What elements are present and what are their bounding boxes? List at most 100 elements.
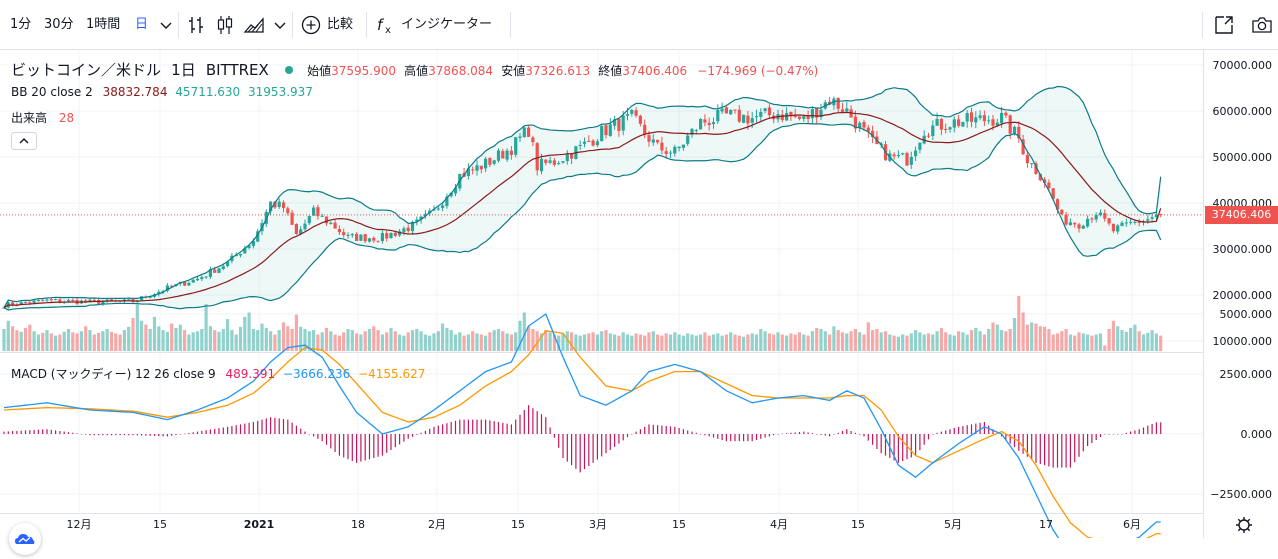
volume-value: 28: [58, 111, 75, 125]
candle-body: [1004, 112, 1008, 116]
volume-bar: [54, 335, 58, 351]
candle-body: [350, 234, 354, 236]
volume-bar: [944, 332, 948, 351]
macd-histogram-bar: [820, 434, 822, 435]
candle-body: [539, 158, 544, 172]
volume-bar: [772, 334, 776, 351]
high-value: 37868.084: [428, 64, 494, 78]
macd-histogram-bar: [390, 434, 392, 450]
candle-body: [183, 281, 187, 286]
candle-body: [32, 300, 36, 303]
volume-bar: [1107, 329, 1111, 351]
macd-histogram-value: 489.391: [225, 367, 276, 381]
macd-histogram-bar: [592, 434, 594, 463]
time-axis-ticks: 12月 15 2021 18 2月 15 3月 15 4月 15 5月 17 6月: [67, 518, 1142, 531]
volume-bar: [724, 334, 728, 351]
macd-histogram-bar: [1082, 434, 1084, 452]
candle-body: [1060, 209, 1064, 215]
tradingview-logo[interactable]: [9, 523, 41, 555]
volume-bar: [733, 334, 737, 351]
candle-body: [140, 296, 144, 301]
macd-histogram-bar: [579, 434, 581, 473]
time-axis-label: 15: [511, 518, 525, 531]
macd-histogram-bar: [596, 434, 598, 460]
bollinger-upper-line: [3, 85, 1162, 308]
volume-legend[interactable]: 出来高 28: [11, 109, 74, 126]
volume-bar: [561, 333, 565, 351]
market-open-status-dot: [284, 66, 293, 74]
volume-bar: [539, 333, 544, 351]
compare-plus-icon[interactable]: [299, 13, 323, 37]
volume-bar: [531, 329, 535, 351]
macd-histogram-bar: [566, 434, 568, 462]
camera-snapshot-icon[interactable]: [1250, 13, 1274, 37]
macd-histogram-bar: [270, 417, 272, 434]
interval-1d-button[interactable]: 日: [135, 17, 149, 32]
macd-histogram-bar: [1005, 434, 1007, 440]
macd-histogram-bar: [1052, 434, 1054, 468]
collapse-legend-button[interactable]: [11, 132, 37, 150]
indicators-fx-icon[interactable]: f x: [374, 13, 398, 37]
candle-body: [974, 117, 978, 123]
volume-bar: [479, 334, 483, 351]
chart-type-dropdown-chevron-icon[interactable]: [268, 13, 292, 37]
macd-histogram-bar: [622, 434, 624, 441]
macd-histogram-bar: [416, 434, 418, 435]
candle-body: [961, 122, 965, 127]
bollinger-band-fill: [4, 86, 1161, 311]
macd-histogram-bar: [252, 422, 254, 434]
chart-area[interactable]: 70000.000 60000.000 50000.000 40000.000 3000…: [0, 50, 1278, 559]
volume-bar: [19, 331, 23, 351]
popout-icon[interactable]: [1212, 13, 1236, 37]
candle-body: [479, 165, 483, 170]
compare-button[interactable]: 比較: [327, 17, 354, 32]
interval-30m-button[interactable]: 30分: [44, 17, 74, 32]
candle-body: [815, 108, 819, 118]
macd-histogram-bar: [992, 429, 994, 434]
candle-body: [41, 300, 45, 302]
macd-legend[interactable]: MACD (マックディー) 12 26 close 9 489.391 −366…: [11, 365, 425, 382]
macd-histogram-bar: [717, 434, 719, 439]
bb-legend[interactable]: BB 20 close 2 38832.784 45711.630 31953.…: [11, 85, 313, 99]
interval-1m-button[interactable]: 1分: [10, 17, 32, 32]
indicators-button[interactable]: インジケーター: [401, 17, 493, 32]
interval-1h-button[interactable]: 1時間: [86, 17, 121, 32]
macd-histogram-bar: [265, 418, 267, 434]
candle-body: [466, 168, 470, 176]
macd-histogram-bar: [175, 434, 177, 436]
candle-body: [208, 269, 212, 277]
macd-histogram-bar: [179, 434, 181, 435]
bar-chart-type-icon[interactable]: [184, 13, 208, 37]
price-axis-ticks: 70000.00060000.00050000.00040000.0003000…: [1213, 59, 1273, 348]
symbol-exchange: BITTREX: [205, 61, 269, 79]
macd-histogram-bar: [3, 431, 5, 434]
candle-body: [926, 135, 931, 137]
macd-histogram-bar: [201, 430, 203, 434]
candle-body: [969, 112, 974, 122]
candle-body: [299, 229, 303, 234]
macd-histogram-bar: [1031, 434, 1033, 460]
macd-histogram-bar: [364, 434, 366, 461]
chart-canvas[interactable]: 70000.00060000.00050000.00040000.0003000…: [0, 50, 1278, 559]
macd-histogram-bar: [325, 434, 328, 445]
macd-histogram-bar: [1001, 434, 1003, 437]
macd-histogram-bar: [218, 428, 220, 434]
symbol-name[interactable]: ビットコイン／米ドル: [11, 61, 162, 79]
volume-bar: [157, 326, 161, 351]
candle-body: [780, 114, 784, 120]
candle-body: [677, 146, 681, 149]
candle-body: [514, 137, 518, 155]
macd-histogram-bar: [373, 434, 375, 458]
volume-bar: [122, 330, 126, 351]
settings-gear-icon[interactable]: [1236, 517, 1252, 533]
candle-body: [1034, 163, 1038, 174]
area-chart-type-icon[interactable]: [242, 13, 266, 37]
macd-histogram-bar: [433, 426, 435, 434]
volume-bar: [746, 334, 750, 351]
candle-body: [621, 115, 625, 131]
low-label: 安値: [501, 64, 526, 78]
time-axis-label: 12月: [67, 518, 92, 531]
candles-chart-type-icon[interactable]: [213, 13, 237, 37]
candle-body: [1154, 214, 1158, 218]
interval-dropdown-chevron-icon[interactable]: [154, 13, 178, 37]
